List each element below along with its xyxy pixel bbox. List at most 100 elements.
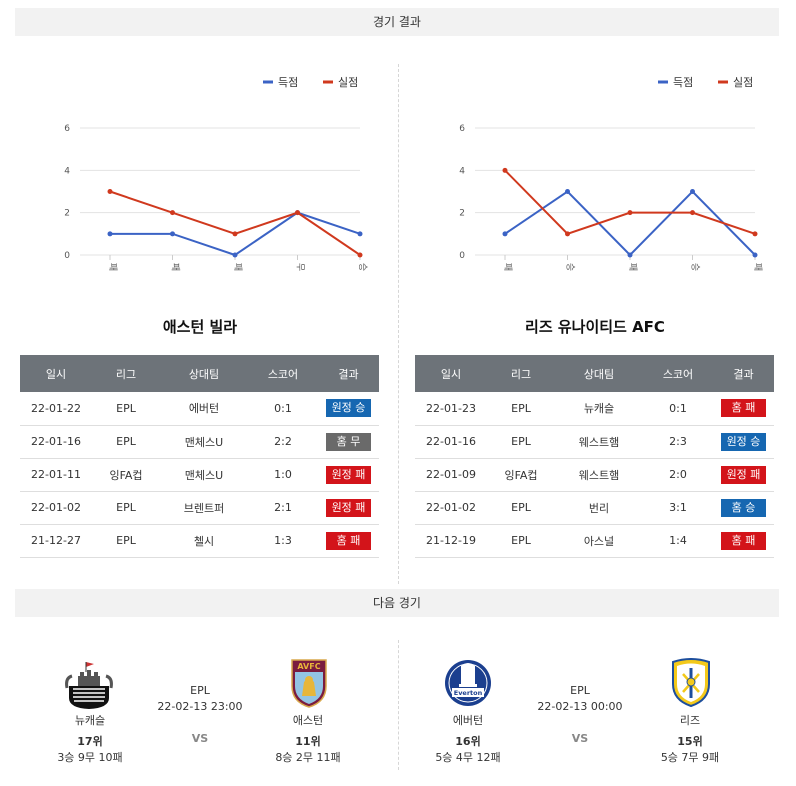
cell-result: 원정 승 bbox=[713, 425, 774, 459]
match-league: EPL bbox=[570, 684, 590, 697]
cell-date: 22-01-22 bbox=[20, 392, 92, 426]
result-badge: 홈 패 bbox=[721, 531, 766, 550]
table-row: 22-01-02 EPL 브렌트퍼 2:1 원정 패 bbox=[20, 491, 379, 525]
column-divider bbox=[398, 64, 399, 584]
column-header: 리그 bbox=[92, 355, 160, 392]
home-team-name: 뉴캐슬 bbox=[74, 714, 106, 727]
home-team-rank: 16위 bbox=[455, 735, 481, 748]
cell-date: 22-01-16 bbox=[415, 425, 487, 459]
result-badge: 홈 승 bbox=[721, 498, 766, 517]
home-team-rank: 17위 bbox=[77, 735, 103, 748]
svg-text:AVFC: AVFC bbox=[297, 662, 320, 671]
next-match-section-header: 다음 경기 bbox=[15, 589, 779, 617]
cell-opponent: 에버턴 bbox=[160, 392, 248, 426]
cell-result: 홈 승 bbox=[713, 491, 774, 525]
cell-date: 22-01-23 bbox=[415, 392, 487, 426]
newcastle-crest-icon bbox=[65, 662, 113, 709]
data-point-conceded bbox=[752, 231, 758, 237]
column-header: 일시 bbox=[20, 355, 92, 392]
cell-league: EPL bbox=[92, 425, 160, 459]
cell-league: 잉FA컵 bbox=[487, 458, 555, 492]
everton-crest-icon: Everton bbox=[445, 660, 491, 706]
table-row: 22-01-16 EPL 맨체스U 2:2 홈 무 bbox=[20, 425, 379, 459]
x-tick-label: 패 bbox=[170, 263, 181, 271]
table-row: 22-01-16 EPL 웨스트햄 2:3 원정 승 bbox=[415, 425, 774, 459]
result-badge: 홈 패 bbox=[326, 531, 371, 550]
team-name-aston-villa: 애스턴 빌라 bbox=[162, 318, 238, 336]
data-point-conceded bbox=[565, 231, 570, 237]
cell-result: 원정 패 bbox=[318, 458, 379, 492]
y-tick-label: 2 bbox=[64, 209, 70, 219]
result-badge: 원정 패 bbox=[326, 498, 371, 517]
cell-result: 원정 승 bbox=[318, 392, 379, 426]
y-tick-label: 4 bbox=[459, 166, 465, 176]
y-tick-label: 4 bbox=[64, 166, 70, 176]
away-team-name: 리즈 bbox=[679, 714, 701, 727]
data-point-scored bbox=[502, 231, 508, 237]
away-team-rank: 15위 bbox=[677, 735, 703, 748]
table-row: 22-01-02 EPL 번리 3:1 홈 승 bbox=[415, 491, 774, 525]
x-tick-label: 승 bbox=[357, 263, 368, 271]
cell-opponent: 아스널 bbox=[555, 524, 643, 558]
column-header: 리그 bbox=[487, 355, 555, 392]
cell-score: 2:3 bbox=[643, 425, 713, 459]
data-point-conceded bbox=[232, 231, 238, 237]
data-point-scored bbox=[170, 231, 175, 237]
cell-opponent: 웨스트햄 bbox=[555, 458, 643, 492]
cell-opponent: 뉴캐슬 bbox=[555, 392, 643, 426]
series-line-conceded bbox=[109, 190, 361, 256]
x-tick-label: 패 bbox=[107, 263, 118, 271]
cell-date: 22-01-02 bbox=[20, 491, 92, 525]
vs-label: VS bbox=[571, 732, 589, 745]
column-header: 일시 bbox=[415, 355, 487, 392]
home-team-record: 5승 4무 12패 bbox=[435, 751, 501, 764]
away-team-record: 8승 2무 11패 bbox=[275, 751, 341, 764]
table-header-row: 일시 리그 상대팀 스코어 결과 bbox=[415, 355, 774, 392]
legend-label-conceded: 실점 bbox=[338, 76, 358, 89]
data-point-conceded bbox=[690, 210, 695, 216]
column-header: 스코어 bbox=[643, 355, 713, 392]
vs-label: VS bbox=[191, 732, 209, 745]
data-point-scored bbox=[565, 189, 570, 194]
legend-label-scored: 득점 bbox=[278, 76, 298, 89]
cell-opponent: 웨스트햄 bbox=[555, 425, 643, 459]
cell-league: EPL bbox=[92, 524, 160, 558]
series-line-conceded bbox=[504, 169, 756, 235]
table-row: 22-01-09 잉FA컵 웨스트햄 2:0 원정 패 bbox=[415, 458, 774, 492]
next-match-2-info: EPL 22-02-13 00:00 VS bbox=[530, 684, 630, 745]
cell-league: EPL bbox=[92, 392, 160, 426]
cell-opponent: 맨체스U bbox=[160, 458, 248, 492]
results-table-aston-villa: 일시 리그 상대팀 스코어 결과 22-01-22 EPL 에버턴 0:1 원정 승 22-01-1… bbox=[20, 355, 379, 558]
table-row: 22-01-23 EPL 뉴캐슬 0:1 홈 패 bbox=[415, 392, 774, 426]
data-point-conceded bbox=[170, 210, 175, 216]
data-point-conceded bbox=[107, 189, 113, 194]
cell-result: 홈 패 bbox=[713, 392, 774, 426]
column-header: 상대팀 bbox=[160, 355, 248, 392]
y-tick-label: 0 bbox=[64, 251, 70, 261]
cell-opponent: 첼시 bbox=[160, 524, 248, 558]
table-row: 21-12-19 EPL 아스널 1:4 홈 패 bbox=[415, 524, 774, 558]
next-match-2-home: 에버턴 16위 5승 4무 12패 bbox=[418, 712, 518, 765]
result-badge: 홈 패 bbox=[721, 399, 766, 418]
x-tick-label: 승 bbox=[690, 263, 701, 271]
cell-opponent: 브렌트퍼 bbox=[160, 491, 248, 525]
data-point-scored bbox=[627, 252, 633, 258]
next-match-1-home: 뉴캐슬 17위 3승 9무 10패 bbox=[40, 712, 140, 765]
results-section-header: 경기 결과 bbox=[15, 8, 779, 36]
cell-score: 0:1 bbox=[248, 392, 318, 426]
x-tick-label: 패 bbox=[752, 263, 763, 271]
result-badge: 원정 승 bbox=[721, 432, 766, 451]
home-team-name: 에버턴 bbox=[452, 714, 484, 727]
away-team-name: 애스턴 bbox=[292, 714, 324, 727]
data-point-scored bbox=[232, 252, 238, 258]
cell-score: 1:3 bbox=[248, 524, 318, 558]
leeds-crest-icon bbox=[672, 658, 710, 708]
cell-date: 22-01-11 bbox=[20, 458, 92, 492]
x-tick-label: 무 bbox=[295, 263, 306, 271]
cell-league: 잉FA컵 bbox=[92, 458, 160, 492]
column-header: 결과 bbox=[318, 355, 379, 392]
result-badge: 홈 무 bbox=[326, 432, 371, 451]
chart-aston-villa: 득점 실점 0 2 4 6 패 패 패 무 승 bbox=[64, 76, 368, 271]
legend-label-conceded: 실점 bbox=[733, 76, 753, 89]
match-datetime: 22-02-13 23:00 bbox=[157, 700, 243, 713]
